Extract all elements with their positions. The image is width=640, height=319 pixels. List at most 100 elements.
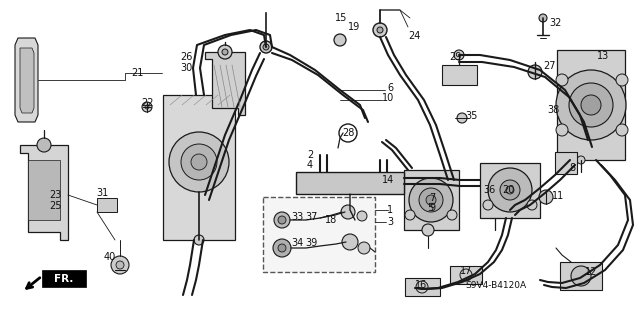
- Polygon shape: [205, 52, 245, 115]
- Circle shape: [357, 211, 367, 221]
- Text: 32: 32: [550, 18, 562, 28]
- Text: 10: 10: [382, 93, 394, 103]
- Circle shape: [194, 235, 204, 245]
- Circle shape: [539, 14, 547, 22]
- Text: 25: 25: [49, 201, 61, 211]
- Polygon shape: [20, 145, 68, 240]
- Circle shape: [181, 144, 217, 180]
- Bar: [404, 170, 459, 230]
- Circle shape: [616, 124, 628, 136]
- Circle shape: [581, 95, 601, 115]
- Text: 24: 24: [408, 31, 420, 41]
- Circle shape: [571, 266, 591, 286]
- Bar: [296, 172, 404, 194]
- Text: 34: 34: [291, 238, 303, 248]
- Circle shape: [222, 49, 228, 55]
- Circle shape: [556, 124, 568, 136]
- Circle shape: [556, 70, 626, 140]
- Polygon shape: [28, 160, 60, 220]
- Circle shape: [405, 210, 415, 220]
- Polygon shape: [15, 38, 38, 122]
- Circle shape: [506, 186, 514, 194]
- Circle shape: [169, 132, 229, 192]
- Circle shape: [111, 256, 129, 274]
- Text: 15: 15: [335, 13, 347, 23]
- Text: 7: 7: [429, 193, 435, 203]
- Text: 29: 29: [449, 52, 461, 62]
- Circle shape: [454, 50, 464, 60]
- Text: 17: 17: [460, 266, 472, 276]
- Circle shape: [358, 242, 370, 254]
- Circle shape: [260, 41, 272, 53]
- Circle shape: [320, 219, 330, 229]
- Text: 35: 35: [466, 111, 478, 121]
- Text: 27: 27: [544, 61, 556, 71]
- Circle shape: [116, 261, 124, 269]
- Bar: [163, 95, 235, 240]
- Circle shape: [274, 212, 290, 228]
- Bar: [263, 197, 375, 272]
- Text: 4: 4: [307, 160, 313, 170]
- Circle shape: [422, 224, 434, 236]
- Text: 18: 18: [325, 215, 337, 225]
- Bar: [42, 270, 86, 287]
- Text: 12: 12: [585, 267, 597, 277]
- Circle shape: [142, 102, 152, 112]
- Bar: [315, 218, 335, 230]
- Bar: [555, 152, 577, 174]
- Bar: [405, 278, 440, 296]
- Circle shape: [37, 138, 51, 152]
- Text: 28: 28: [342, 128, 354, 138]
- Circle shape: [539, 190, 553, 204]
- Bar: [557, 50, 625, 160]
- Circle shape: [377, 27, 383, 33]
- Circle shape: [373, 23, 387, 37]
- Text: FR.: FR.: [54, 273, 74, 284]
- Text: 13: 13: [597, 51, 609, 61]
- Circle shape: [577, 156, 585, 164]
- Circle shape: [500, 180, 520, 200]
- Bar: [480, 163, 540, 218]
- Text: 40: 40: [104, 252, 116, 262]
- Text: 39: 39: [305, 238, 317, 248]
- Text: 30: 30: [180, 63, 192, 73]
- Text: 8: 8: [569, 163, 575, 173]
- Text: 2: 2: [307, 150, 313, 160]
- Polygon shape: [20, 48, 34, 113]
- Bar: [97, 198, 117, 212]
- Circle shape: [341, 205, 355, 219]
- Circle shape: [447, 210, 457, 220]
- Bar: [450, 266, 482, 284]
- Circle shape: [263, 44, 269, 50]
- Circle shape: [483, 200, 493, 210]
- Circle shape: [334, 34, 346, 46]
- Circle shape: [218, 45, 232, 59]
- Circle shape: [409, 178, 453, 222]
- Circle shape: [457, 113, 467, 123]
- Text: 20: 20: [502, 185, 514, 195]
- Circle shape: [528, 65, 542, 79]
- Text: 26: 26: [180, 52, 192, 62]
- Circle shape: [278, 244, 286, 252]
- Bar: [560, 262, 602, 290]
- Text: 6: 6: [387, 83, 393, 93]
- Text: 5: 5: [427, 203, 433, 213]
- Text: 33: 33: [291, 212, 303, 222]
- Text: 19: 19: [348, 22, 360, 32]
- Text: 14: 14: [382, 175, 394, 185]
- Circle shape: [527, 200, 537, 210]
- Circle shape: [342, 234, 358, 250]
- Text: 11: 11: [552, 191, 564, 201]
- Circle shape: [273, 239, 291, 257]
- Circle shape: [460, 269, 472, 281]
- Circle shape: [419, 188, 443, 212]
- Circle shape: [556, 74, 568, 86]
- Circle shape: [191, 154, 207, 170]
- Text: 1: 1: [387, 205, 393, 215]
- Text: 3: 3: [387, 217, 393, 227]
- Bar: [442, 65, 477, 85]
- Text: 23: 23: [49, 190, 61, 200]
- Circle shape: [426, 195, 436, 205]
- Text: 22: 22: [141, 98, 154, 108]
- Circle shape: [416, 281, 428, 293]
